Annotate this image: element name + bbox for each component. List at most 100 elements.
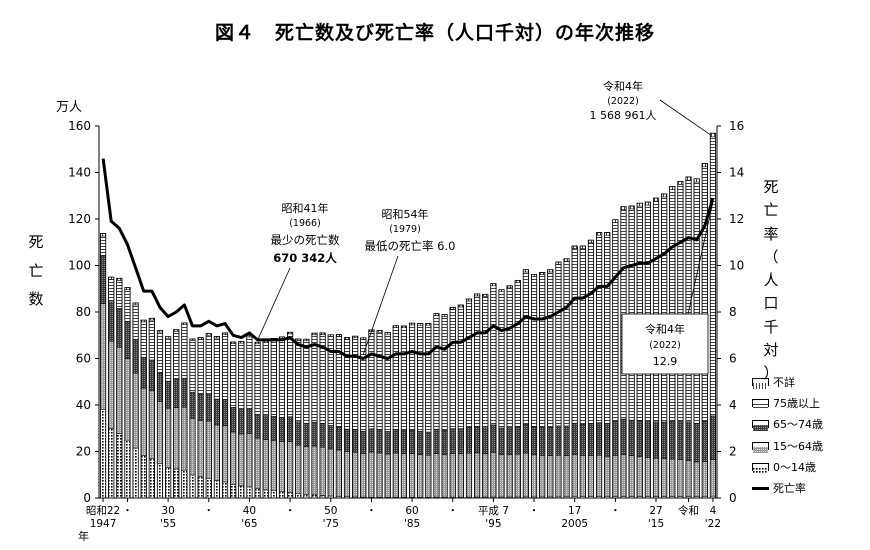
bar [514, 279, 521, 499]
bar-segment [596, 422, 603, 456]
bar-segment [474, 452, 481, 498]
bar [384, 332, 391, 499]
bar-segment [522, 271, 529, 425]
legend-label: 不詳 [773, 375, 795, 389]
bar-segment [238, 433, 245, 487]
bar-segment [295, 445, 302, 494]
x-tick-label: ・ [204, 505, 215, 517]
bar-segment [596, 234, 603, 423]
bar-segment [588, 242, 594, 424]
bar-segment [311, 334, 318, 423]
bar-segment [425, 324, 432, 433]
bar-segment [108, 301, 115, 342]
bar-segment [246, 407, 253, 434]
bar-segment [710, 459, 716, 497]
bar-segment [384, 453, 391, 498]
bar-segment [392, 429, 399, 454]
bar [587, 239, 595, 499]
bar-segment [181, 377, 188, 408]
bar [335, 334, 342, 499]
bar-segment [384, 431, 391, 455]
bar-segment [644, 204, 651, 422]
bar-segment [636, 456, 643, 497]
bar [498, 289, 505, 499]
bar-segment [522, 423, 529, 454]
right-tick-label: 0 [729, 491, 737, 505]
x-tick-label: 4 [710, 505, 717, 517]
bar-segment [425, 431, 432, 456]
bar-segment [401, 453, 407, 498]
bar [400, 325, 408, 499]
bar [230, 341, 237, 499]
bar-segment [620, 454, 627, 497]
right-tick-label: 6 [729, 352, 737, 366]
bar-segment [262, 489, 269, 499]
bar-segment [124, 439, 131, 499]
bar-segment [279, 491, 285, 499]
bar-segment [644, 201, 651, 206]
bar-segment [352, 337, 359, 430]
bar-segment [433, 453, 440, 498]
bar-segment [197, 393, 204, 421]
bar-segment [466, 452, 472, 498]
bar-segment [173, 331, 180, 380]
x-tick-label: ・ [122, 505, 133, 517]
bar-segment [327, 425, 334, 450]
bar-segment [620, 206, 627, 210]
bar-segment [514, 454, 521, 498]
bar [449, 306, 456, 499]
left-tick-label: 140 [68, 166, 91, 180]
bar-segment [661, 458, 668, 497]
bar-segment [433, 428, 440, 454]
legend-swatch [752, 377, 769, 389]
bar-segment [148, 319, 155, 361]
bar-segment [262, 342, 269, 416]
bar-segment [108, 428, 115, 499]
bar [441, 314, 448, 499]
bar-segment [335, 449, 342, 497]
bar-segment [555, 425, 562, 456]
bar-segment [539, 426, 546, 456]
right-tick-label: 14 [729, 166, 744, 180]
legend-label: 15～64歳 [773, 439, 823, 453]
bar [303, 338, 310, 499]
bar [327, 334, 334, 499]
bar [319, 332, 326, 499]
bar-segment [604, 234, 611, 425]
left-tick-label: 100 [68, 259, 91, 273]
x-tick-label: 50 [324, 505, 337, 517]
bar-segment [165, 338, 172, 382]
bar [563, 258, 570, 499]
left-axis-char: 亡 [28, 261, 44, 280]
bar-segment [457, 306, 464, 429]
bar [457, 304, 464, 499]
bar-segment [335, 335, 342, 427]
bar-segment [579, 248, 586, 425]
bar-segment [514, 282, 521, 427]
left-tick-label: 80 [76, 305, 91, 319]
bar-segment [563, 425, 570, 456]
bar [604, 232, 611, 499]
bar-segment [636, 205, 643, 421]
bar [278, 336, 286, 499]
annotation-2022-deaths-year: (2022) [607, 96, 639, 107]
bar-segment [498, 427, 505, 455]
bar-segment [311, 445, 318, 496]
legend-item-unknown: 不詳 [752, 371, 823, 392]
bar-segment [384, 333, 391, 432]
bar-segment [522, 452, 529, 498]
bar-segment [506, 454, 513, 498]
left-tick-label: 160 [68, 119, 91, 133]
annotation-2022-deaths-leader [659, 99, 712, 136]
bar-segment [506, 427, 513, 455]
bar-segment [327, 448, 334, 497]
bar-segment [531, 454, 537, 498]
bar-segment [246, 433, 253, 488]
legend-item-rate: 死亡率 [752, 477, 823, 498]
bar-segment [368, 451, 375, 498]
bar [108, 276, 115, 499]
bar-segment [612, 222, 619, 422]
bar-segment [653, 421, 659, 459]
bar-segment [693, 178, 700, 183]
bar [197, 337, 204, 499]
